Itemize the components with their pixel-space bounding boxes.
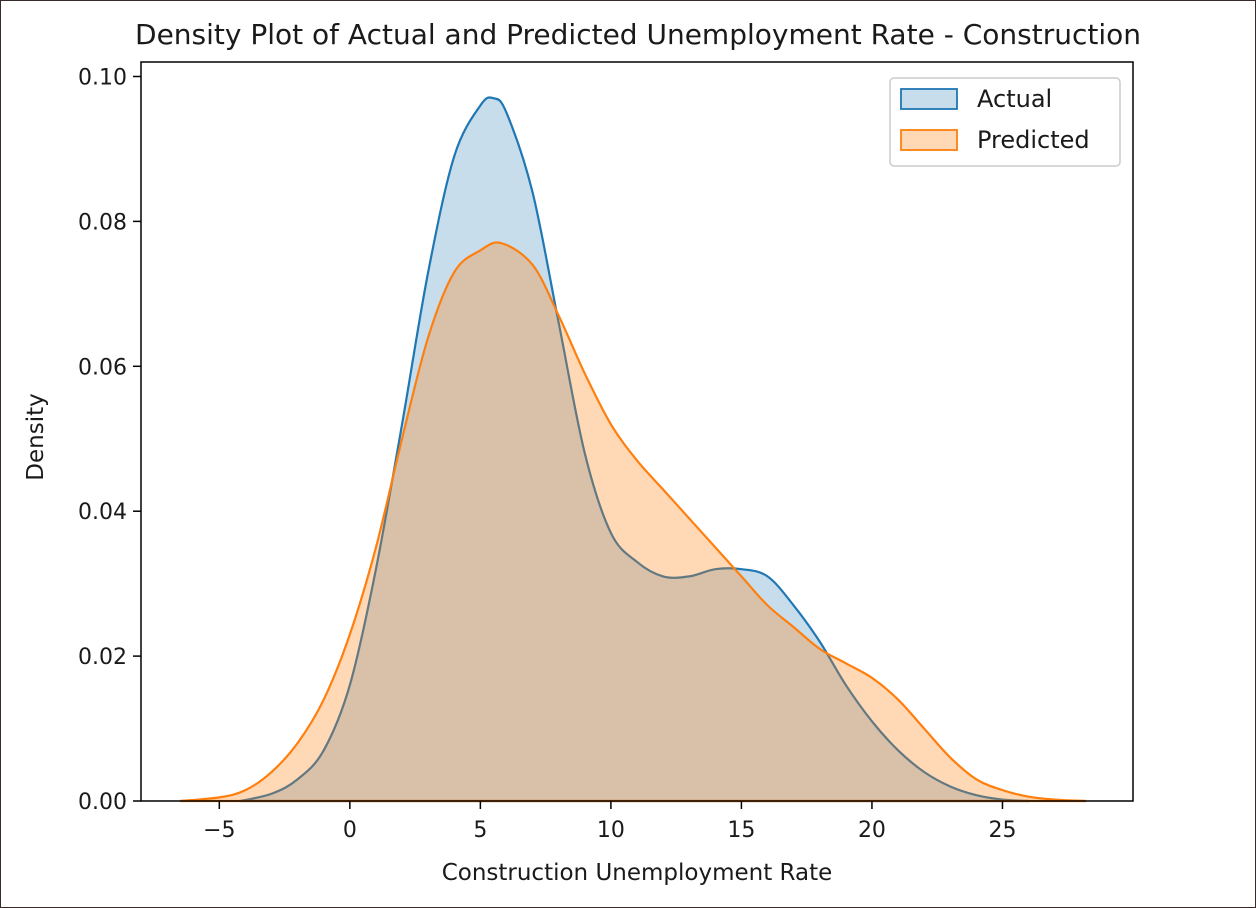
x-tick-label: 15: [727, 818, 755, 843]
legend-swatch-actual: [900, 88, 958, 110]
y-tick-label: 0.08: [78, 210, 127, 235]
x-tick-label: −5: [203, 818, 235, 843]
legend-box: [889, 77, 1121, 167]
legend-swatch-predicted: [900, 129, 958, 151]
series-layer: [180, 96, 1087, 803]
x-tick-label: 0: [343, 818, 357, 843]
y-tick-label: 0.04: [78, 500, 127, 525]
legend-label-actual: Actual: [977, 85, 1052, 113]
y-tick-label: 0.02: [78, 645, 127, 670]
y-tick-label: 0.10: [78, 65, 127, 90]
y-axis: 0.00 0.02 0.04 0.06 0.08 0.10: [78, 65, 141, 815]
series-line-actual: [239, 96, 1029, 803]
y-axis-label: Density: [23, 393, 49, 480]
y-tick-label: 0.06: [78, 355, 127, 380]
chart-title: Density Plot of Actual and Predicted Une…: [135, 18, 1141, 51]
series-fill-actual: [240, 97, 1029, 802]
legend-label-predicted: Predicted: [977, 126, 1090, 154]
x-tick-label: 10: [597, 818, 625, 843]
x-axis: −5 0 5 10 15 20 25: [203, 801, 1016, 843]
y-tick-label: 0.00: [78, 790, 127, 815]
plot-area-border: [140, 61, 1134, 802]
x-tick-label: 25: [988, 818, 1016, 843]
series-fill-predicted: [180, 242, 1087, 801]
legend: Actual Predicted: [889, 77, 1121, 167]
x-tick-label: 5: [473, 818, 487, 843]
x-axis-label: Construction Unemployment Rate: [442, 860, 833, 886]
x-tick-label: 20: [858, 818, 886, 843]
series-line-predicted: [180, 241, 1087, 803]
